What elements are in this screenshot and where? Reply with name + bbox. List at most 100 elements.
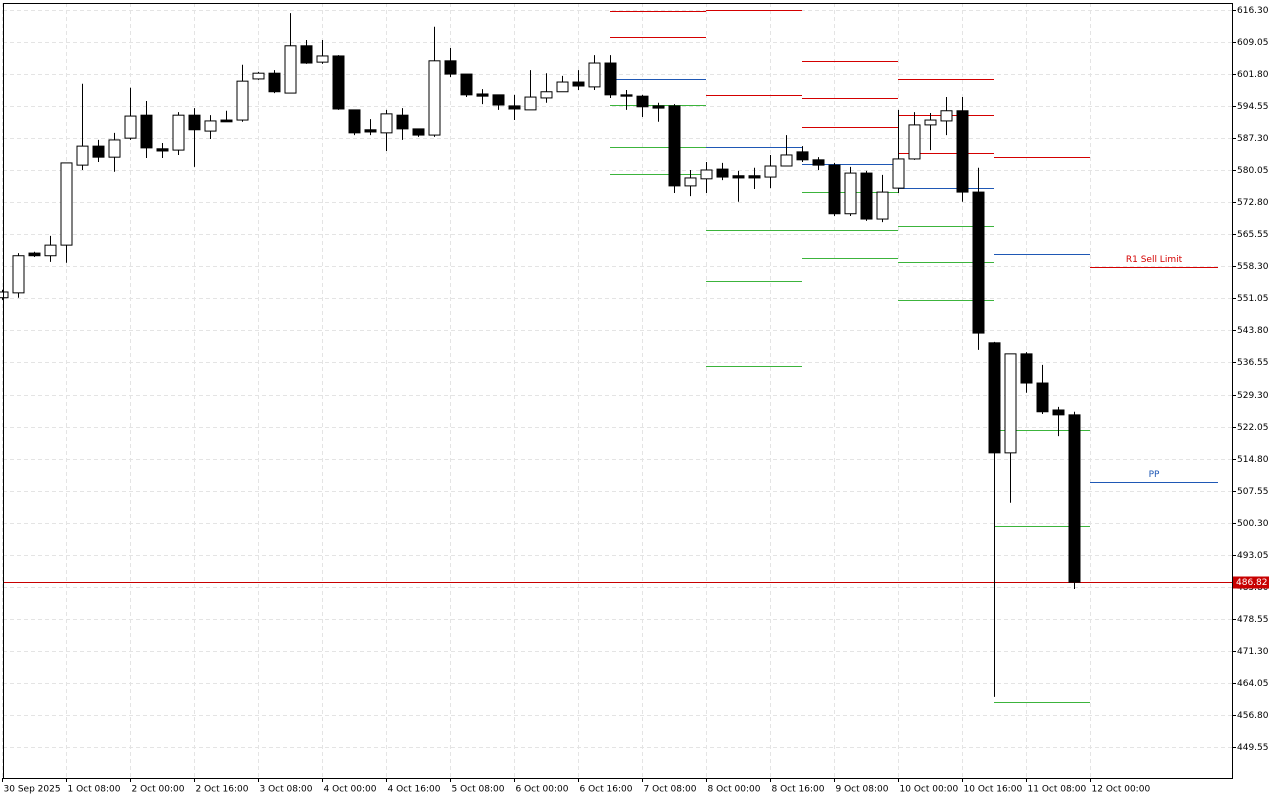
candle-body: [444, 60, 457, 75]
candle-body: [620, 94, 633, 97]
candle-body: [780, 154, 793, 167]
plot-frame: [3, 3, 1233, 779]
candle-body: [956, 110, 969, 193]
candle-body: [764, 165, 777, 178]
x-tick-label: 4 Oct 00:00: [324, 785, 377, 795]
candle-body: [1020, 353, 1033, 384]
candle-body: [92, 145, 105, 158]
candle-body: [396, 114, 409, 130]
y-tick-label: 500.30: [1237, 519, 1269, 529]
candle-body: [540, 91, 553, 99]
candle-body: [188, 114, 201, 131]
candle-body: [140, 114, 153, 149]
y-tick-label: 478.55: [1237, 615, 1269, 625]
y-tick-label: 587.30: [1237, 134, 1269, 144]
candle-body: [844, 172, 857, 215]
candle-body: [12, 255, 25, 294]
x-tick-label: 10 Oct 16:00: [964, 785, 1023, 795]
candle-body: [60, 162, 73, 246]
axes: 616.30 609.05 601.80 594.55 587.30 580.05 572.…: [2, 3, 1269, 795]
candle-body: [412, 128, 425, 136]
x-tick-label: 8 Oct 00:00: [708, 785, 761, 795]
candle-body: [732, 175, 745, 179]
x-tick-label: 7 Oct 08:00: [644, 785, 697, 795]
y-tick-label: 449.55: [1237, 743, 1269, 753]
level-label: PP: [1149, 470, 1160, 480]
candle-body: [1068, 414, 1081, 583]
candle-body: [124, 115, 137, 139]
price-tag: [1233, 576, 1269, 589]
candle-body: [700, 169, 713, 180]
candle-body: [156, 148, 169, 152]
y-tick-label: 572.80: [1237, 198, 1269, 208]
candle-body: [860, 172, 873, 220]
candle-body: [636, 95, 649, 108]
candle-body: [460, 73, 473, 96]
y-tick-label: 514.80: [1237, 455, 1269, 465]
candle-body: [588, 62, 601, 88]
y-tick-label: 493.05: [1237, 551, 1269, 561]
candle-body: [108, 139, 121, 158]
y-tick-label: 543.80: [1237, 326, 1269, 336]
candle-body: [668, 105, 681, 187]
y-tick-label: 601.80: [1237, 70, 1269, 80]
x-tick-label: 3 Oct 08:00: [260, 785, 313, 795]
y-tick-label: 522.05: [1237, 423, 1269, 433]
levels: R1 Sell Limit PP: [3, 10, 1232, 703]
x-tick-label: 9 Oct 08:00: [836, 785, 889, 795]
candle-body: [348, 109, 361, 134]
candle-body: [1036, 382, 1049, 413]
candle-body: [1052, 409, 1065, 416]
candle-body: [380, 113, 393, 134]
candle-body: [652, 105, 665, 109]
candle-body: [876, 191, 889, 220]
candle-body: [908, 124, 921, 160]
candle-body: [796, 151, 809, 161]
y-tick-label: 580.05: [1237, 166, 1269, 176]
candle-body: [572, 81, 585, 87]
y-tick-label: 456.80: [1237, 711, 1269, 721]
candle-body: [748, 175, 761, 179]
candle-body: [204, 120, 217, 132]
candle-body: [172, 114, 185, 151]
y-tick-label: 594.55: [1237, 102, 1269, 112]
y-tick-label: 464.05: [1237, 679, 1269, 689]
y-tick-label: 536.55: [1237, 358, 1269, 368]
candle-body: [524, 96, 537, 111]
price-tag-label: 486.82: [1236, 578, 1268, 588]
candle-body: [492, 94, 505, 106]
x-tick-label: 5 Oct 08:00: [452, 785, 505, 795]
candle-body: [28, 252, 41, 257]
candle-body: [364, 129, 377, 133]
x-tick-label: 1 Oct 08:00: [68, 785, 121, 795]
candle-body: [940, 110, 953, 122]
y-tick-label: 616.30: [1237, 6, 1269, 16]
x-tick-label: 6 Oct 00:00: [516, 785, 569, 795]
x-tick-label: 30 Sep 2025: [4, 785, 61, 795]
candle-body: [428, 60, 441, 136]
x-tick-label: 12 Oct 00:00: [1092, 785, 1151, 795]
candle-body: [220, 119, 233, 123]
candle-body: [988, 342, 1001, 454]
candle-body: [812, 159, 825, 166]
x-tick-label: 6 Oct 16:00: [580, 785, 633, 795]
candle-body: [44, 244, 57, 257]
y-tick-label: 565.55: [1237, 230, 1269, 240]
candle-body: [268, 72, 281, 93]
candle-body: [892, 158, 905, 189]
y-tick-label: 529.30: [1237, 391, 1269, 401]
x-tick-label: 8 Oct 16:00: [772, 785, 825, 795]
candle-body: [284, 45, 297, 94]
x-tick-label: 2 Oct 00:00: [132, 785, 185, 795]
y-tick-label: 551.05: [1237, 294, 1269, 304]
y-tick-label: 609.05: [1237, 38, 1269, 48]
candle-body: [300, 45, 313, 64]
y-tick-label: 558.30: [1237, 262, 1269, 272]
candles: [0, 13, 1081, 697]
y-tick-label: 507.55: [1237, 487, 1269, 497]
candle-body: [924, 119, 937, 126]
candle-body: [556, 81, 569, 93]
candle-body: [316, 55, 329, 63]
